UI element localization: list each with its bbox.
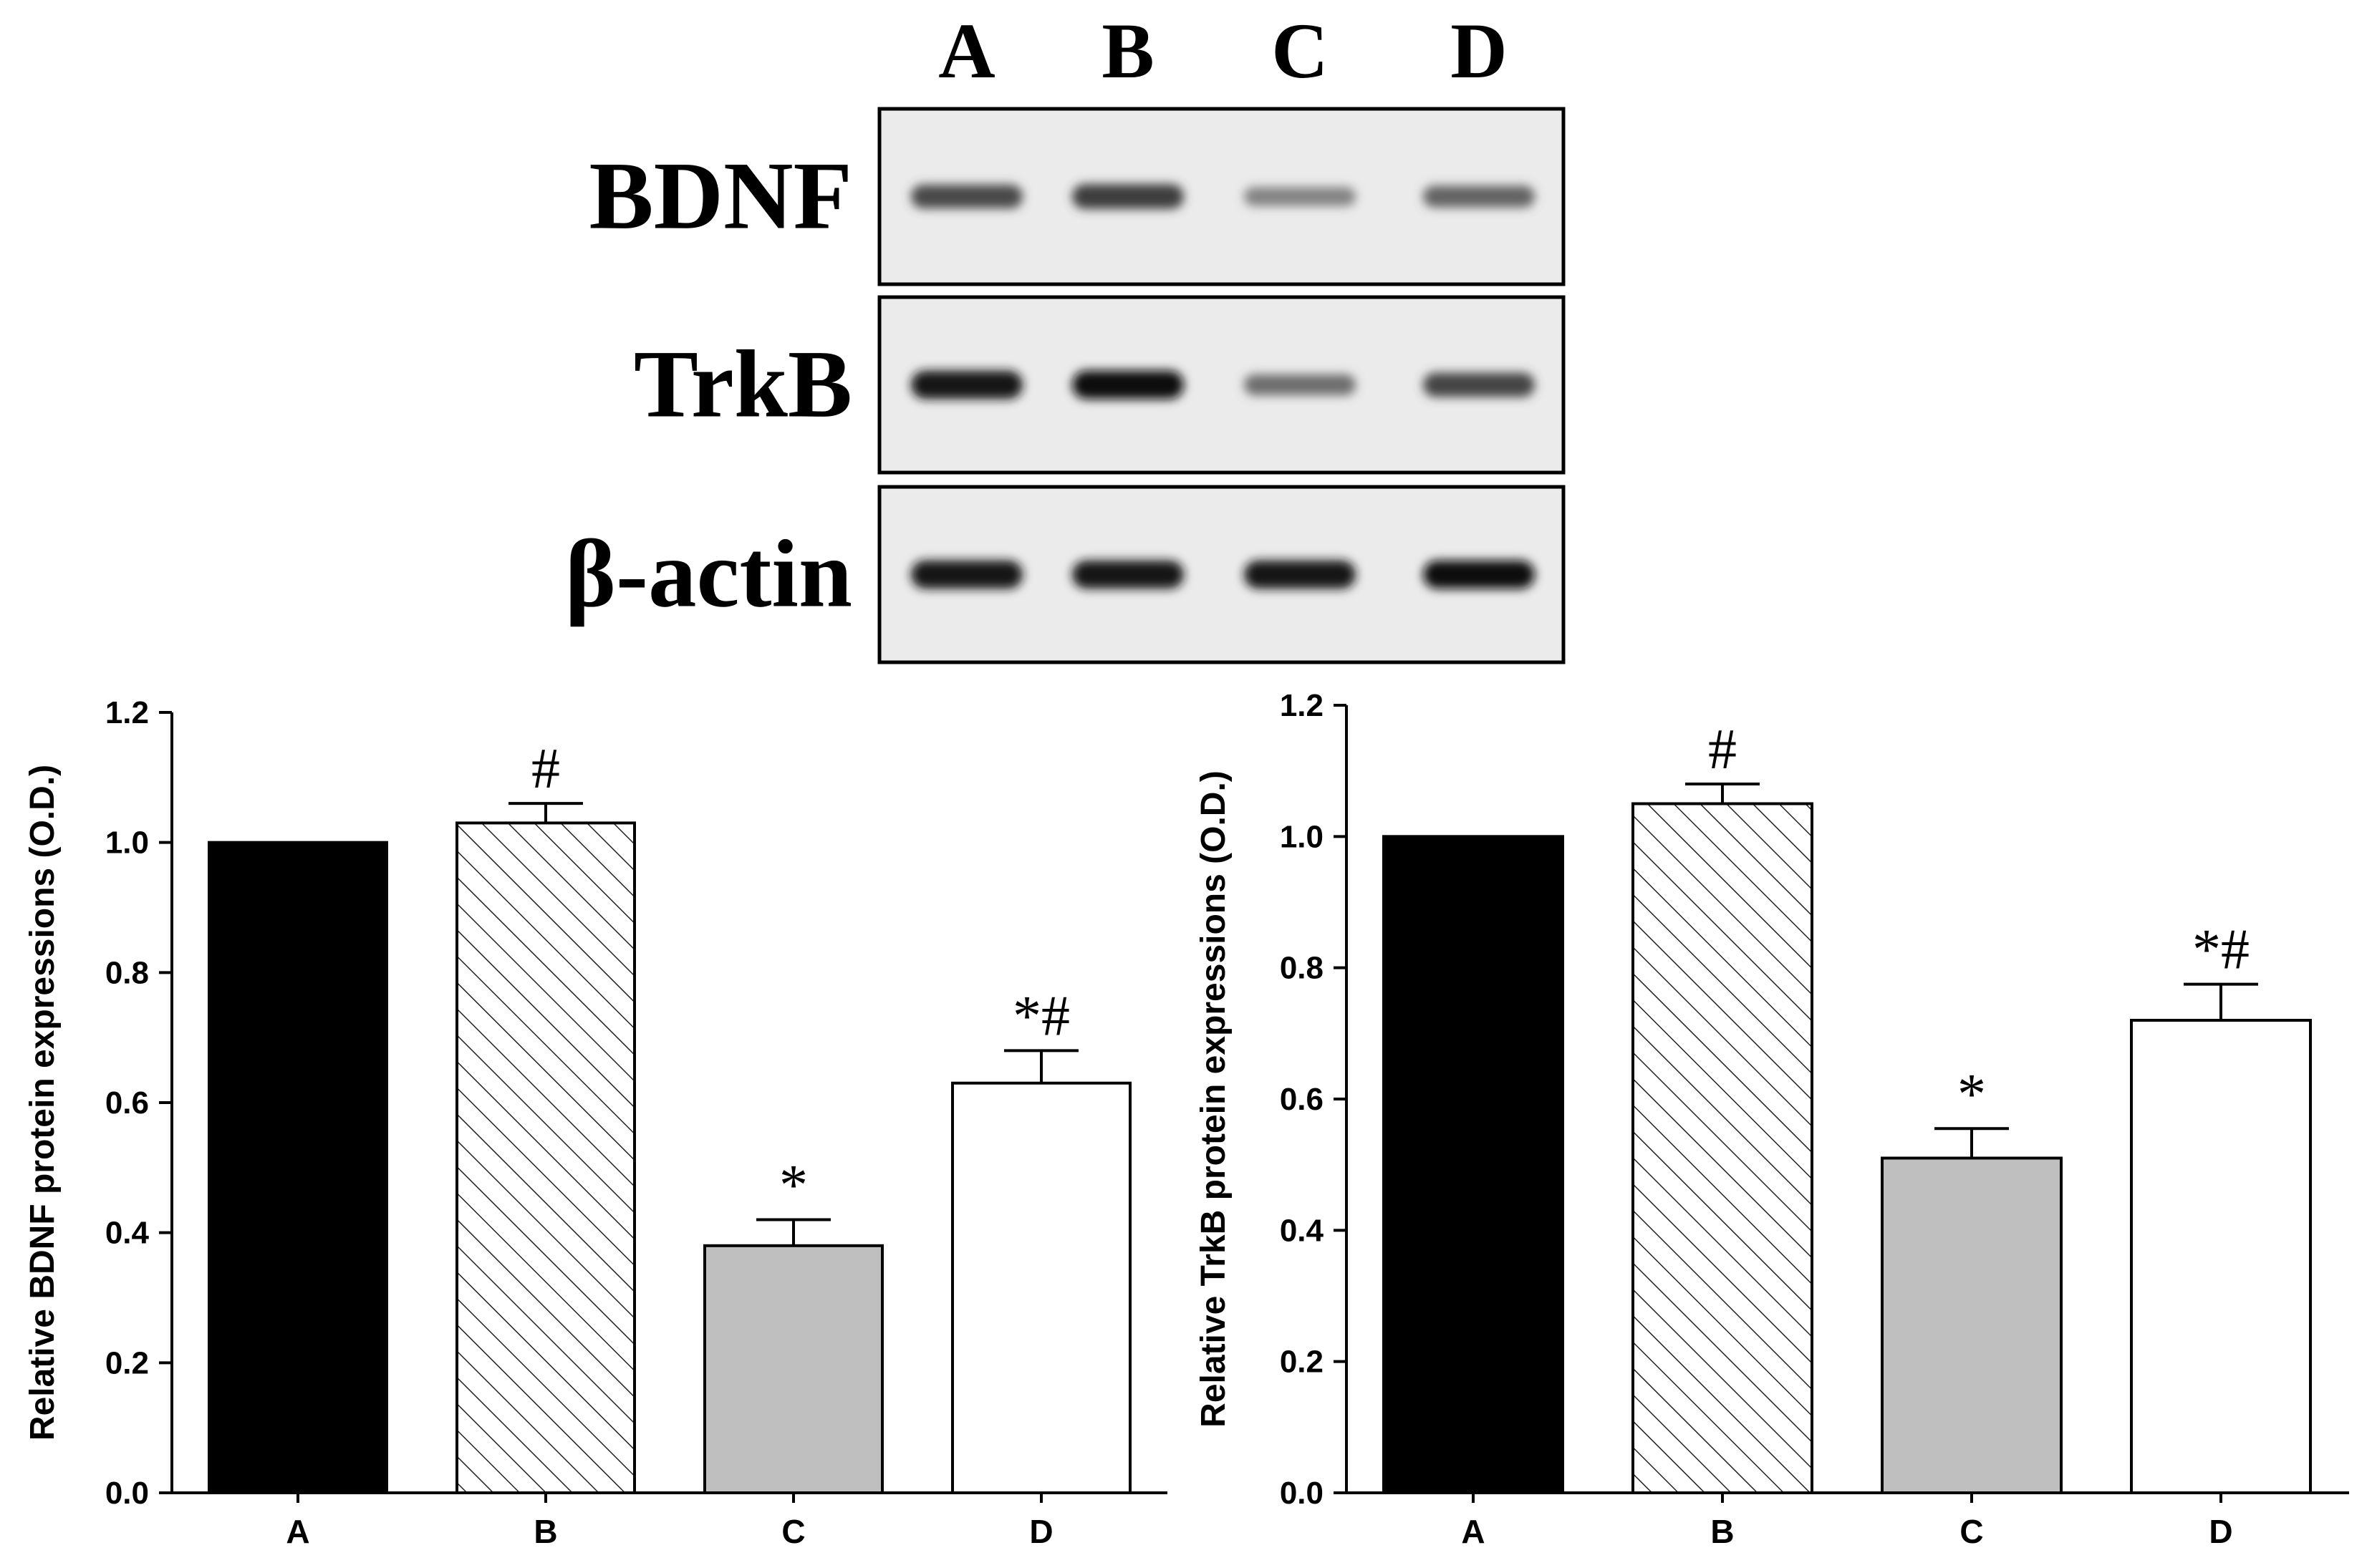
x-tick-label-a: A — [286, 1513, 309, 1550]
bar-c — [1881, 1156, 2063, 1494]
y-tick-label: 0.2 — [105, 1345, 149, 1380]
bar-a — [1382, 835, 1564, 1495]
blot-band — [911, 560, 1023, 589]
blot-band — [1423, 560, 1535, 589]
y-tick-label: 0.2 — [1280, 1345, 1324, 1380]
y-tick-label: 1.2 — [105, 695, 149, 730]
blot-band — [1072, 184, 1184, 209]
blot-band — [1244, 374, 1356, 396]
x-tick-label-d: D — [1029, 1513, 1053, 1550]
y-tick-label: 0.4 — [105, 1216, 150, 1251]
y-tick-label: 0.6 — [105, 1085, 149, 1121]
x-tick-label-a: A — [1461, 1513, 1485, 1550]
y-tick-label: 0.4 — [1280, 1213, 1324, 1248]
y-axis-label: Relative BDNF protein expressions (O.D.) — [24, 765, 62, 1441]
bar-b — [1631, 802, 1813, 1494]
blot-band — [1423, 185, 1535, 208]
bar-d — [951, 1081, 1132, 1494]
blot-band — [1072, 560, 1184, 589]
bar-b — [455, 821, 636, 1494]
blot-band — [911, 184, 1023, 209]
x-tick-label-b: B — [534, 1513, 557, 1550]
lane-label-b: B — [1101, 7, 1154, 95]
y-tick-label: 1.0 — [105, 826, 149, 861]
y-tick-label: 0.6 — [1280, 1082, 1324, 1117]
blot-band — [1072, 370, 1184, 400]
blot-row-label: TrkB — [634, 331, 852, 438]
x-tick-label-d: D — [2209, 1513, 2232, 1550]
y-tick-label: 0.0 — [105, 1476, 149, 1511]
x-tick-label-b: B — [1710, 1513, 1734, 1550]
y-tick-label: 0.8 — [1280, 951, 1324, 986]
lane-label-d: D — [1450, 7, 1507, 95]
x-tick-label-c: C — [781, 1513, 805, 1550]
blot-row-label: BDNF — [589, 143, 853, 250]
lane-label-c: C — [1271, 7, 1328, 95]
blot-band — [1244, 187, 1356, 206]
y-tick-label: 1.0 — [1280, 819, 1324, 854]
bar-c — [703, 1244, 884, 1495]
blot-row-bdnf: BDNF — [589, 107, 1566, 286]
blot-row-trkb: TrkB — [634, 295, 1566, 475]
significance-mark-d: *# — [2192, 919, 2250, 982]
bar-a — [208, 841, 388, 1494]
lane-label-a: A — [938, 7, 995, 95]
bar-d — [2130, 1019, 2312, 1494]
y-axis-label: Relative TrkB protein expressions (O.D.) — [1195, 770, 1233, 1428]
significance-mark-b: # — [531, 737, 560, 800]
x-tick-label-c: C — [1959, 1513, 1983, 1550]
y-tick-label: 0.0 — [1280, 1476, 1324, 1511]
significance-mark-c: * — [779, 1154, 808, 1217]
blot-band — [1244, 560, 1356, 589]
western-blot: A B C D BDNF TrkB β-actin — [565, 7, 1566, 664]
significance-mark-c: * — [1957, 1063, 1986, 1126]
blot-band — [911, 370, 1023, 400]
significance-mark-d: *# — [1013, 984, 1070, 1047]
trkb-bar-chart: 0.0 0.2 0.4 0.6 0.8 1.0 1.2 Relative TrkB prote… — [1195, 688, 2349, 1550]
significance-mark-b: # — [1708, 718, 1737, 781]
y-tick-label: 0.8 — [105, 955, 149, 990]
bdnf-bar-chart: 0.0 0.2 0.4 0.6 0.8 1.0 1.2 Relative BDNF prote… — [24, 695, 1167, 1550]
y-tick-label: 1.2 — [1280, 688, 1324, 723]
blot-band — [1423, 372, 1535, 397]
blot-row-label: β-actin — [565, 521, 852, 628]
blot-row-actin: β-actin — [565, 485, 1566, 664]
